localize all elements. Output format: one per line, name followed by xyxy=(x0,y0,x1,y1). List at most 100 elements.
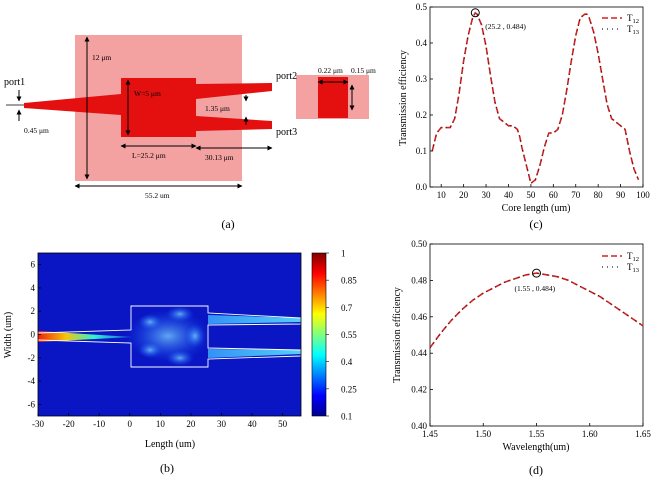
field-map xyxy=(38,253,301,416)
colorbar-tick-label: 0.1 xyxy=(341,412,352,422)
x-tick-label: 40 xyxy=(248,419,258,429)
label-015um: 0.15 μm xyxy=(351,66,376,75)
panel-c-series: (25.2 , 0.484) xyxy=(431,8,640,185)
y-tick-label: 0.44 xyxy=(411,348,427,358)
panel-d-label: (d) xyxy=(529,463,543,477)
x-tick-label: 1.65 xyxy=(635,429,651,439)
label-w5um: W=5 μm xyxy=(134,89,161,98)
x-tick-label: 10 xyxy=(437,190,447,200)
panel-d-chart: 1.45 1.50 1.55 1.60 1.65 0.40 0.42 0.44 0.46 0.48… xyxy=(392,239,651,477)
x-tick-label: 1.55 xyxy=(529,429,545,439)
y-tick-label: 0.5 xyxy=(416,2,428,12)
x-tick-label: 10 xyxy=(156,419,166,429)
label-port3: port3 xyxy=(276,127,297,138)
y-tick-label: 0.4 xyxy=(416,38,428,48)
x-tick-label: 80 xyxy=(594,190,604,200)
x-tick-label: 20 xyxy=(459,190,469,200)
x-tick-label: 0 xyxy=(127,419,132,429)
x-tick-label: 30 xyxy=(482,190,492,200)
panel-b-xlabel: Length (um) xyxy=(145,439,195,450)
y-tick-label: 0.1 xyxy=(416,146,427,156)
panel-d-series: (1.55 , 0.484) xyxy=(429,268,644,349)
x-tick-label: 40 xyxy=(504,190,514,200)
panel-c-plot-frame xyxy=(429,6,644,188)
panel-a-schematic: port1 port2 port3 12 μm W=5 μm 0.45 μm L… xyxy=(4,35,376,231)
output-waveguide-lower xyxy=(196,116,272,131)
x-tick-label: 1.60 xyxy=(582,429,598,439)
y-tick-label: 0.0 xyxy=(416,182,428,192)
panel-c-label: (c) xyxy=(529,217,542,231)
panel-d-ylabel: Transmission efficiency xyxy=(392,287,403,383)
label-port1: port1 xyxy=(4,77,25,88)
colorbar-tick-label: 0.85 xyxy=(341,276,357,286)
x-tick-label: 90 xyxy=(616,190,626,200)
label-port2: port2 xyxy=(276,71,297,82)
y-tick-label: 4 xyxy=(31,283,36,293)
field-output-upper xyxy=(208,315,301,324)
panel-c-axes: 10 20 30 40 50 60 70 80 90 100 0.0 0.1 0.2 0.3 0.4 0.5 xyxy=(416,2,651,200)
label-552um: 55.2 um xyxy=(145,191,170,200)
mode-converter-core xyxy=(318,77,348,118)
label-l252um: L=25.2 μm xyxy=(132,151,166,160)
colorbar xyxy=(311,252,327,417)
input-taper xyxy=(24,94,121,115)
label-022um: 0.22 μm xyxy=(318,66,343,75)
panel-d-xlabel: Wavelength(um) xyxy=(503,442,570,453)
x-tick-label: 100 xyxy=(636,190,650,200)
y-tick-label: 2 xyxy=(31,306,36,316)
x-tick-label: 1.50 xyxy=(475,429,491,439)
x-tick-label: -30 xyxy=(32,419,44,429)
y-tick-label: 6 xyxy=(31,260,36,270)
y-tick-label: -4 xyxy=(28,376,36,386)
output-waveguide-upper xyxy=(196,83,272,99)
peak-annotation: (25.2 , 0.484) xyxy=(485,22,526,31)
y-tick-label: 0.46 xyxy=(411,312,427,322)
x-tick-label: 50 xyxy=(278,419,288,429)
mmi-core xyxy=(121,78,196,137)
y-tick-label: 0.3 xyxy=(416,74,428,84)
peak-annotation: (1.55 , 0.484) xyxy=(515,284,556,293)
label-045um: 0.45 μm xyxy=(24,126,49,135)
x-tick-label: 70 xyxy=(571,190,581,200)
panel-c-chart: 10 20 30 40 50 60 70 80 90 1000.00.10.20.30.40.5 … xyxy=(398,2,650,231)
panel-b-label: (b) xyxy=(160,461,174,475)
colorbar-tick-label: 0.55 xyxy=(341,330,357,340)
x-tick-label: 1.45 xyxy=(422,429,438,439)
series-line-t13 xyxy=(431,12,639,185)
legend-label: T13 xyxy=(627,262,639,274)
x-tick-label: 50 xyxy=(526,190,536,200)
legend-label: T12 xyxy=(627,251,639,263)
x-tick-label: 20 xyxy=(186,419,196,429)
panel-c-xlabel: Core length (um) xyxy=(502,203,571,214)
y-tick-label: -6 xyxy=(28,399,36,409)
y-tick-label: 0.50 xyxy=(411,239,427,249)
panel-c-ylabel: Transmission efficiency xyxy=(398,50,409,146)
series-line-t12 xyxy=(431,11,640,185)
field-output-lower xyxy=(208,349,301,358)
panel-b-ylabel: Width (um) xyxy=(3,312,14,359)
x-tick-label: 30 xyxy=(217,419,227,429)
y-tick-label: 0 xyxy=(31,330,36,340)
peak-marker xyxy=(470,8,480,18)
y-tick-label: -2 xyxy=(28,353,36,363)
colorbar-tick-label: 0.4 xyxy=(341,357,353,367)
field-input-beam xyxy=(38,331,132,342)
x-tick-label: 60 xyxy=(549,190,559,200)
series-line-t12 xyxy=(429,272,644,349)
label-135um: 1.35 μm xyxy=(205,104,230,113)
peak-marker xyxy=(532,268,541,278)
y-tick-label: 0.42 xyxy=(411,385,427,395)
label-12um: 12 μm xyxy=(92,53,111,62)
colorbar-tick-label: 0.7 xyxy=(341,303,353,313)
y-tick-label: 0.48 xyxy=(411,275,427,285)
y-tick-label: 0.2 xyxy=(416,110,427,120)
label-3013um: 30.13 μm xyxy=(205,153,234,162)
panel-d-plot-frame xyxy=(429,243,644,427)
legend-label: T13 xyxy=(627,24,639,36)
x-tick-label: -20 xyxy=(63,419,75,429)
